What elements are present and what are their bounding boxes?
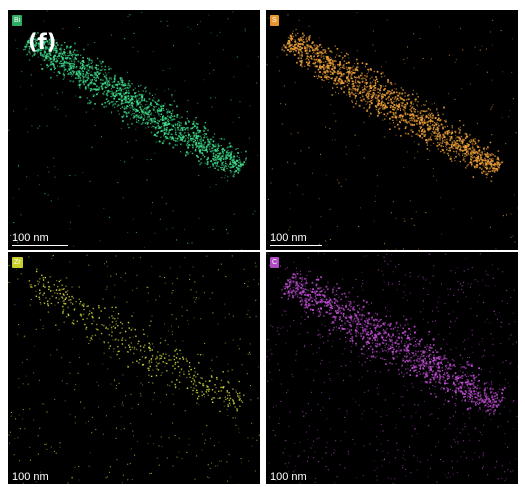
scale-bar: [12, 245, 68, 246]
panel-c-map: C 100 nm: [266, 252, 518, 484]
bi-elemental-map: [8, 10, 259, 250]
c-elemental-map: [266, 252, 518, 484]
element-badge-s: S: [270, 15, 279, 26]
element-badge-c: C: [270, 257, 280, 268]
panel-zr-map: Zr 100 nm: [8, 252, 260, 484]
scale-label: 100 nm: [12, 471, 49, 483]
scale-bar: [270, 245, 322, 246]
panel-s-map: S 100 nm: [266, 10, 518, 250]
panel-bi-map: Bi (f) 100 nm: [8, 10, 260, 250]
figure-label: (f): [28, 30, 57, 54]
zr-elemental-map: [8, 254, 260, 484]
element-badge-bi: Bi: [12, 15, 23, 26]
scale-label: 100 nm: [12, 232, 49, 244]
s-elemental-map: [266, 12, 518, 250]
scale-label: 100 nm: [270, 471, 307, 483]
scale-label: 100 nm: [270, 232, 307, 244]
element-badge-zr: Zr: [12, 257, 23, 268]
